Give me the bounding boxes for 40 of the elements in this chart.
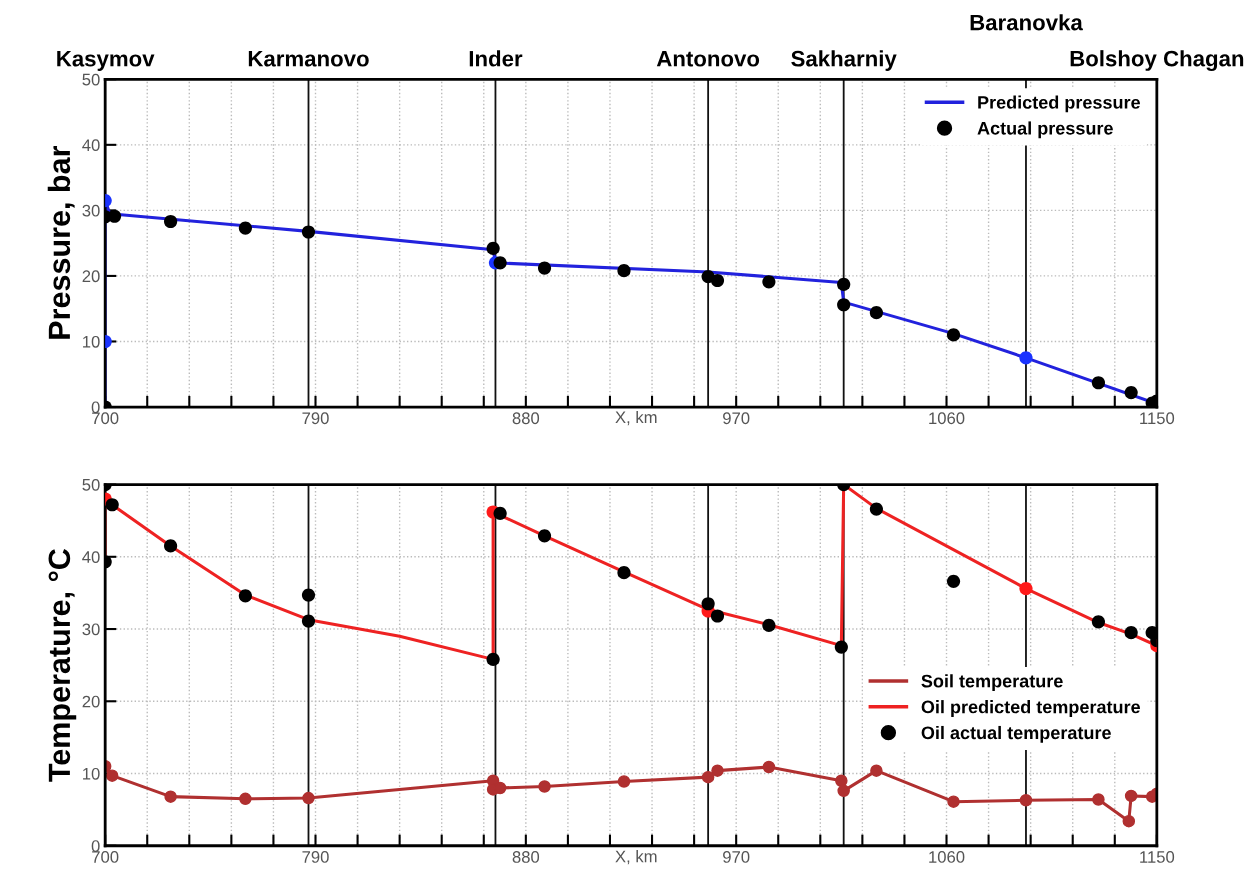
x-tick-label: 700 (92, 851, 119, 863)
x-axis-title: X, km (615, 410, 657, 426)
legend-label: Soil temperature (921, 674, 1063, 692)
x-tick-label: 1060 (929, 851, 965, 863)
x-tick-label: 1150 (1140, 412, 1175, 425)
legend-label: Oil predicted temperature (921, 700, 1140, 717)
ref-line-label: Inder (469, 50, 523, 67)
y-axis-title: Temperature, °C (48, 548, 77, 782)
x-tick-label: 970 (723, 851, 750, 863)
x-tick-label: 700 (92, 412, 119, 425)
ref-line-label: Antonovo (656, 51, 760, 67)
y-tick-label: 40 (82, 139, 100, 152)
y-tick-label: 50 (82, 73, 100, 86)
y-tick-label: 0 (91, 401, 100, 414)
y-tick-label: 10 (83, 767, 100, 780)
y-tick-label: 20 (82, 695, 100, 708)
y-tick-label: 0 (91, 840, 100, 852)
y-tick-label: 20 (82, 270, 100, 283)
x-tick-label: 1150 (1140, 851, 1175, 863)
x-tick-label: 790 (302, 412, 329, 425)
x-tick-label: 790 (302, 851, 329, 863)
y-tick-label: 30 (82, 623, 100, 636)
y-tick-label: 10 (83, 335, 100, 348)
ref-line-label: Baranovka (970, 14, 1083, 31)
ref-line-label: Bolshoy Chagan (1070, 50, 1244, 71)
ref-line-label: Karmanovo (248, 51, 369, 67)
ref-line-label: Sakharniy (791, 50, 897, 71)
legend-label: Oil actual temperature (921, 725, 1111, 743)
y-tick-label: 40 (82, 551, 100, 563)
ref-line-label: Kasymov (57, 51, 155, 71)
x-tick-label: 1060 (929, 412, 965, 425)
legend-label: Actual pressure (977, 121, 1113, 139)
y-tick-label: 50 (82, 478, 100, 491)
x-tick-label: 880 (512, 412, 540, 425)
y-axis-title: Pressure, bar (47, 145, 75, 339)
x-axis-title: X, km (615, 850, 657, 865)
legend-label: Predicted pressure (978, 95, 1140, 113)
x-tick-label: 970 (723, 412, 750, 425)
x-tick-label: 880 (512, 851, 540, 863)
y-tick-label: 30 (82, 204, 100, 217)
